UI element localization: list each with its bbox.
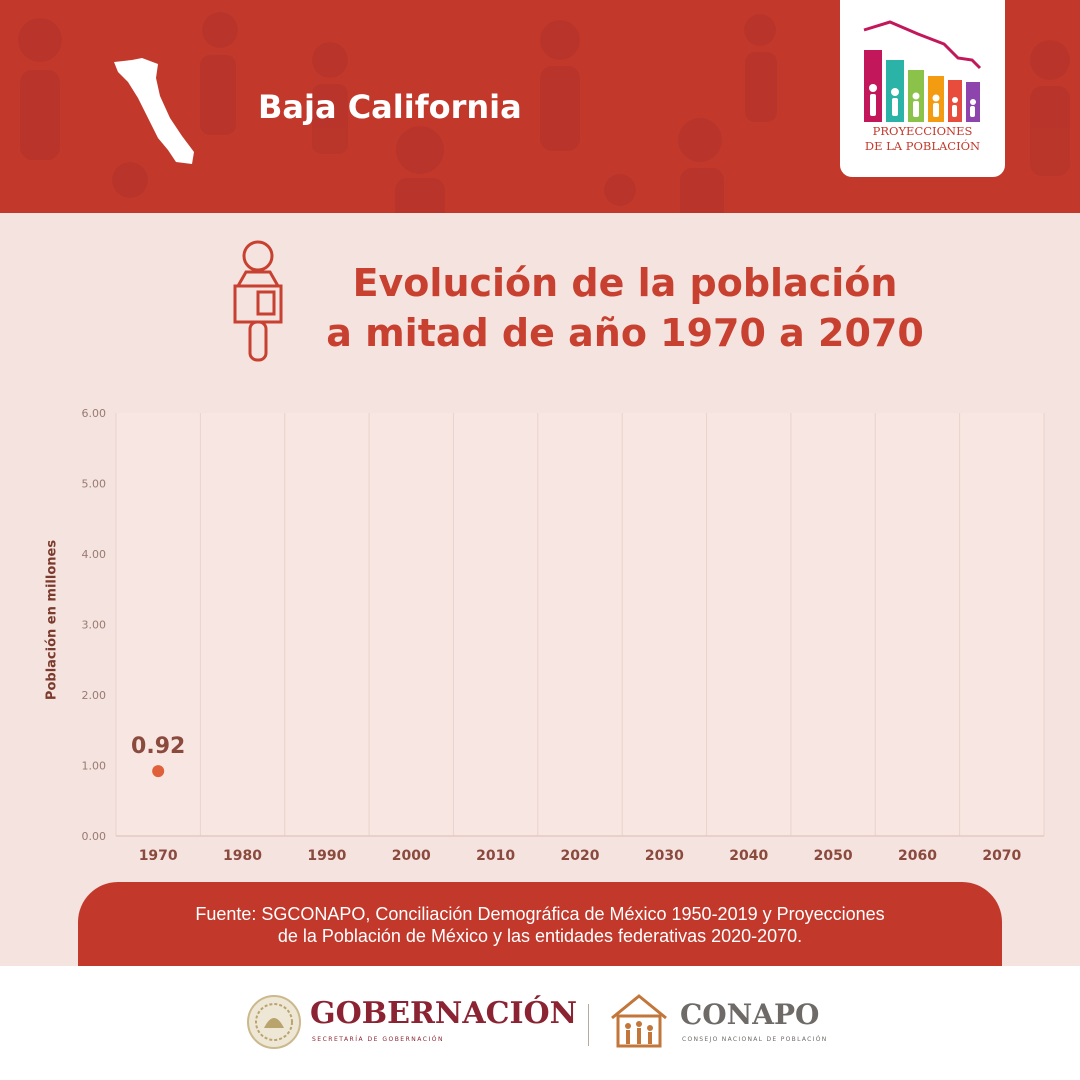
plot-area bbox=[116, 413, 1044, 836]
data-point bbox=[152, 765, 165, 778]
gobernacion-logo-text: GOBERNACIÓN bbox=[310, 996, 578, 1031]
y-axis-label: Población en millones bbox=[44, 539, 60, 701]
x-tick-label: 1990 bbox=[307, 848, 346, 864]
people-pattern-decoration bbox=[18, 12, 1070, 213]
y-tick-label: 4.00 bbox=[82, 548, 107, 561]
data-label: 0.92 bbox=[131, 734, 185, 759]
conapo-subtitle: CONSEJO NACIONAL DE POBLACIÓN bbox=[682, 1036, 828, 1043]
y-tick-label: 1.00 bbox=[82, 760, 107, 773]
x-tick-label: 2070 bbox=[982, 848, 1021, 864]
national-seal-icon bbox=[247, 995, 301, 1049]
logo-text-line2: DE LA POBLACIÓN bbox=[864, 139, 981, 153]
state-name: Baja California bbox=[258, 88, 522, 126]
gobernacion-subtitle: SECRETARÍA DE GOBERNACIÓN bbox=[312, 1036, 444, 1043]
population-chart: 0.00 1.00 2.00 3.00 4.00 5.00 6.00 1970 1980 1990… bbox=[82, 407, 1045, 864]
x-tick-label: 1980 bbox=[223, 848, 262, 864]
x-tick-label: 2040 bbox=[729, 848, 768, 864]
x-tick-label: 2030 bbox=[645, 848, 684, 864]
x-tick-label: 2010 bbox=[476, 848, 515, 864]
chart-title-line2: a mitad de año 1970 a 2070 bbox=[326, 311, 924, 355]
header-banner: Baja California PROYECCIONES DE LA POBLA… bbox=[0, 0, 1080, 213]
x-tick-label: 2000 bbox=[392, 848, 431, 864]
proyecciones-logo: PROYECCIONES DE LA POBLACIÓN bbox=[840, 0, 1005, 177]
y-tick-label: 2.00 bbox=[82, 689, 107, 702]
population-families-logo-icon bbox=[863, 20, 982, 122]
source-box: Fuente: SGCONAPO, Conciliación Demográfi… bbox=[78, 882, 1002, 966]
y-tick-label: 6.00 bbox=[82, 407, 107, 420]
chart-title-line1: Evolución de la población bbox=[352, 261, 898, 305]
x-tick-label: 2060 bbox=[898, 848, 937, 864]
y-tick-label: 5.00 bbox=[82, 478, 107, 491]
footer-divider bbox=[588, 1004, 589, 1046]
x-tick-label: 2020 bbox=[561, 848, 600, 864]
person-icon bbox=[233, 240, 283, 362]
x-tick-label: 1970 bbox=[139, 848, 178, 864]
footer: GOBERNACIÓN SECRETARÍA DE GOBERNACIÓN CO… bbox=[0, 966, 1080, 1080]
conapo-house-icon bbox=[611, 994, 667, 1048]
x-tick-label: 2050 bbox=[814, 848, 853, 864]
source-line2: de la Población de México y las entidade… bbox=[277, 926, 803, 946]
y-tick-label: 3.00 bbox=[82, 619, 107, 632]
logo-text-line1: PROYECCIONES bbox=[872, 124, 973, 138]
conapo-logo-text: CONAPO bbox=[680, 998, 820, 1031]
baja-california-map-icon bbox=[114, 58, 194, 164]
source-line1: Fuente: SGCONAPO, Conciliación Demográfi… bbox=[195, 904, 885, 924]
y-tick-label: 0.00 bbox=[82, 830, 107, 843]
chart-title: Evolución de la población a mitad de año… bbox=[300, 258, 950, 358]
